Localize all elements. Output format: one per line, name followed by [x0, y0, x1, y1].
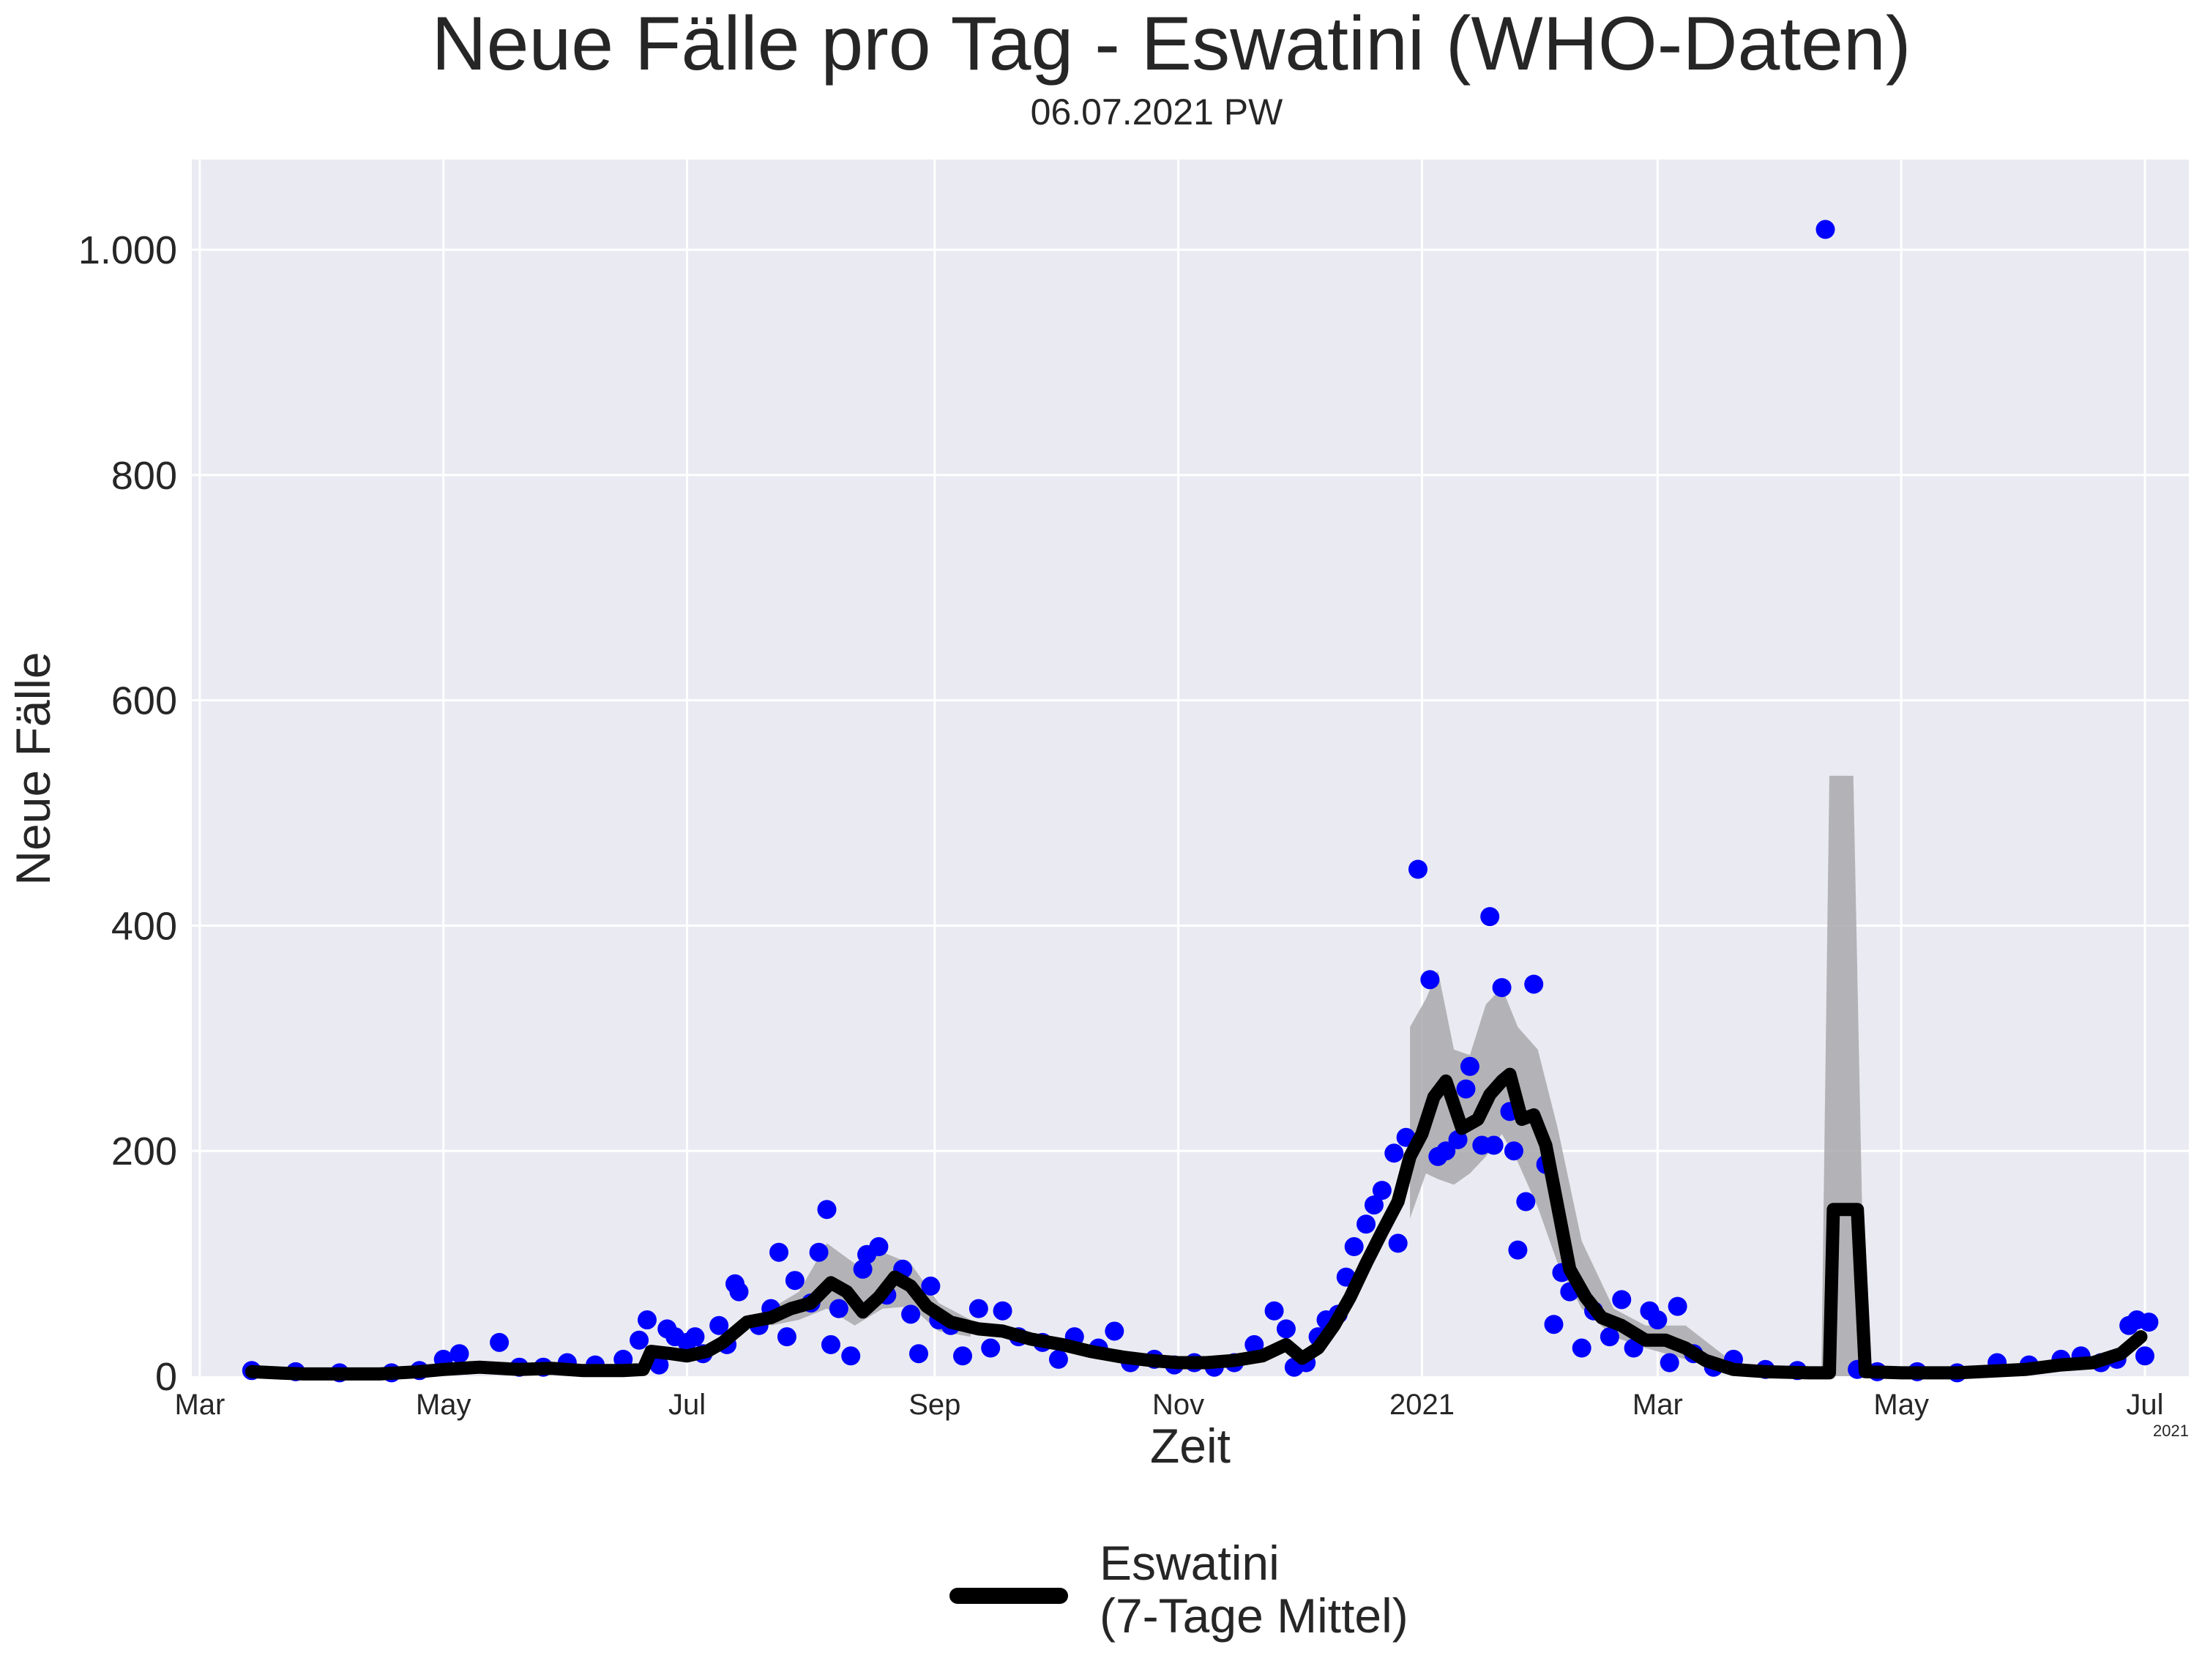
x-tick-label: May [1873, 1389, 1929, 1421]
data-point [1105, 1321, 1124, 1341]
series-line-eswatini [245, 1067, 2148, 1381]
data-point [921, 1276, 941, 1296]
x-axis-ticks: Mar May Jul Sep Nov 2021 Mar May Jul [174, 1389, 2163, 1421]
data-point [1815, 220, 1835, 239]
x-tick-label: 2021 [1389, 1389, 1455, 1421]
data-point [637, 1310, 657, 1330]
data-point [853, 1259, 873, 1279]
data-point [1516, 1192, 1536, 1212]
y-tick-label: 400 [111, 904, 177, 948]
data-point [981, 1338, 1001, 1358]
data-point [785, 1271, 805, 1291]
x-offset-label: 2021 [2153, 1422, 2189, 1440]
data-point [953, 1346, 973, 1366]
data-point [777, 1327, 796, 1347]
data-point [1372, 1181, 1392, 1201]
data-point [869, 1237, 889, 1257]
y-axis-label: Neue Fälle [6, 652, 60, 885]
data-point [829, 1299, 848, 1318]
data-point [449, 1344, 469, 1364]
data-point [1244, 1334, 1264, 1354]
data-point [841, 1346, 861, 1366]
x-tick-label: May [416, 1389, 471, 1421]
data-point [821, 1334, 840, 1354]
data-point [1436, 1141, 1456, 1161]
data-point [2135, 1346, 2154, 1366]
x-axis-label: Zeit [1150, 1419, 1231, 1473]
data-point [1480, 907, 1500, 927]
data-point [769, 1242, 789, 1262]
y-tick-label: 200 [111, 1130, 177, 1173]
data-point [1420, 970, 1440, 990]
data-point [1276, 1319, 1296, 1339]
data-point [1384, 1143, 1404, 1163]
x-tick-label: Mar [1632, 1389, 1683, 1421]
data-point [2139, 1313, 2159, 1332]
chart-title: Neue Fälle pro Tag - Eswatini (WHO-Daten… [432, 1, 1911, 86]
data-point [1408, 859, 1427, 879]
data-point [1648, 1310, 1668, 1330]
data-point [1600, 1327, 1619, 1347]
data-point [1504, 1141, 1523, 1161]
data-point [817, 1200, 837, 1220]
plot-area [192, 160, 2189, 1376]
data-point [1544, 1315, 1564, 1334]
grid [192, 160, 2189, 1376]
moving-average-line [245, 1067, 2148, 1381]
x-tick-label: Nov [1152, 1389, 1204, 1421]
data-point [709, 1315, 729, 1335]
data-point [490, 1332, 510, 1352]
y-tick-label: 600 [111, 679, 177, 723]
y-tick-label: 800 [111, 454, 177, 498]
data-point [1660, 1353, 1679, 1373]
data-point [1508, 1240, 1528, 1260]
data-point [968, 1299, 988, 1318]
band-segment-0 [771, 1243, 971, 1337]
x-tick-label: Sep [908, 1389, 960, 1421]
data-point [1456, 1079, 1476, 1099]
y-tick-label: 0 [155, 1355, 177, 1399]
data-point [1612, 1290, 1632, 1310]
y-axis-ticks: 0 200 400 600 800 1.000 [78, 228, 177, 1399]
data-point [1364, 1195, 1384, 1215]
data-point [1572, 1338, 1591, 1358]
data-point [1460, 1056, 1479, 1076]
data-point [1492, 978, 1512, 998]
data-point [1668, 1296, 1687, 1316]
data-point [908, 1344, 928, 1364]
data-point [1524, 974, 1544, 994]
legend: Eswatini (7-Tage Mittel) [949, 1536, 1408, 1643]
x-tick-label: Jul [2126, 1389, 2163, 1421]
y-tick-label: 1.000 [78, 228, 177, 272]
data-point [1484, 1135, 1504, 1155]
data-point [993, 1301, 1012, 1321]
data-point [1264, 1301, 1284, 1321]
data-point [1048, 1349, 1068, 1369]
x-tick-label: Jul [668, 1389, 706, 1421]
data-point [809, 1242, 829, 1262]
data-point [630, 1330, 649, 1350]
legend-label: Eswatini (7-Tage Mittel) [1100, 1536, 1408, 1643]
data-point [1344, 1237, 1364, 1257]
x-tick-label: Mar [174, 1389, 225, 1421]
data-point [685, 1327, 705, 1347]
data-point [1356, 1214, 1376, 1234]
data-point [901, 1304, 921, 1324]
data-point [1388, 1233, 1408, 1253]
chart-subtitle: 06.07.2021 PW [1031, 92, 1283, 132]
data-point [729, 1282, 749, 1302]
